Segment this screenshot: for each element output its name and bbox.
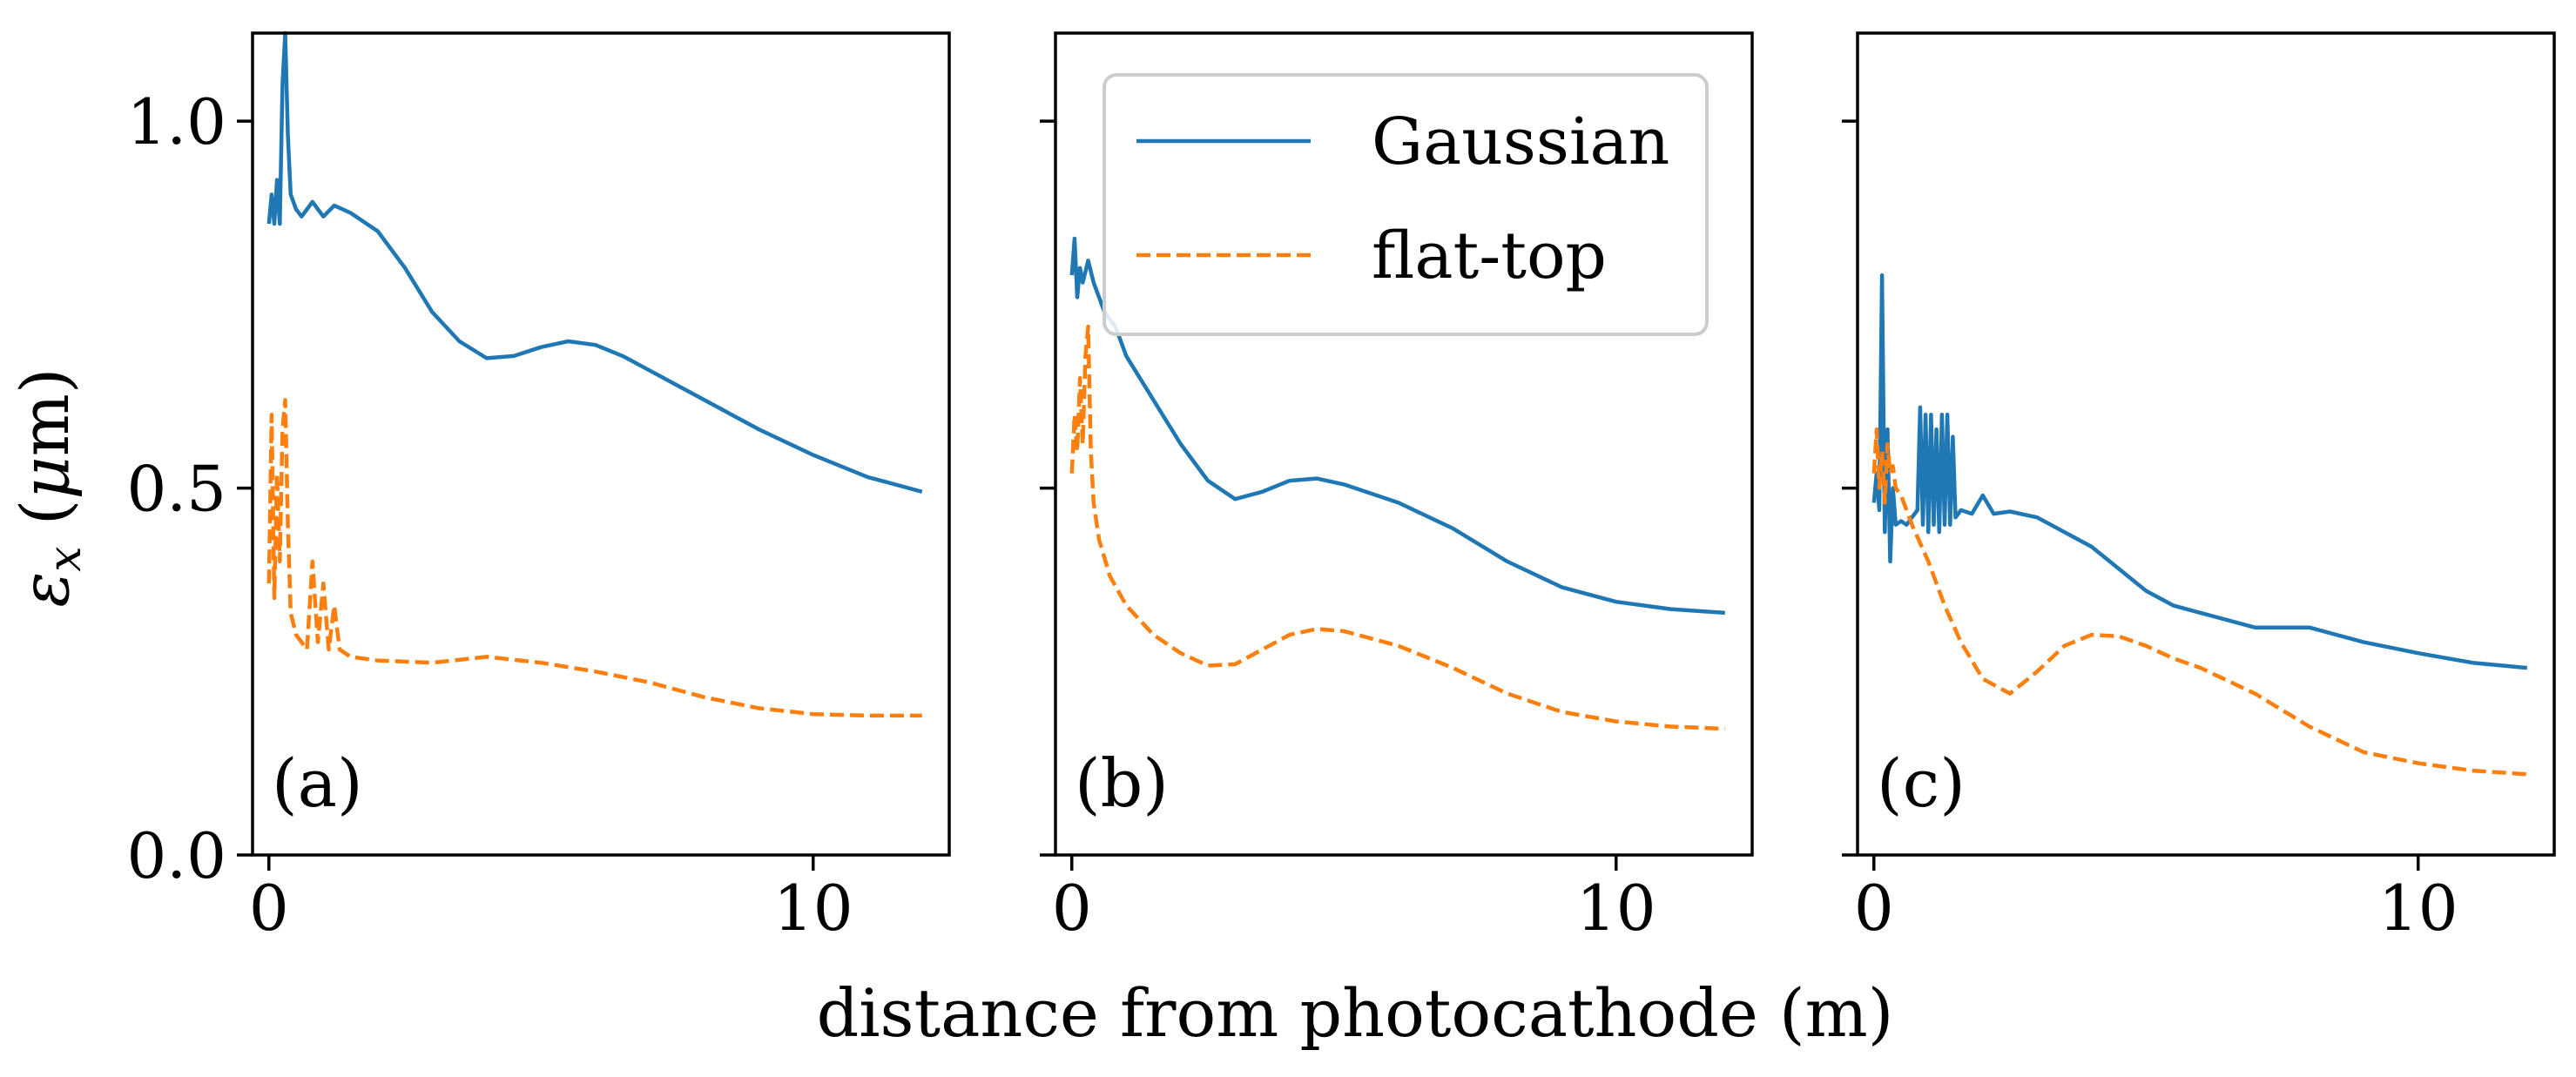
plot-frame [1856,31,2556,857]
series-flat-top-line [1069,324,1725,731]
panel-label: (a) [272,744,363,822]
y-tick-label: 0.0 [126,819,226,892]
x-axis-label: distance from photocathode (m) [817,974,1894,1052]
x-tick-label: 10 [1576,872,1656,945]
y-tick-label: 0.5 [126,453,226,526]
plot-frame [251,31,951,857]
series-gaussian-line [1871,273,2528,670]
legend-label-gaussian: Gaussian [1372,104,1669,179]
series-flat-top-line [1871,427,2527,777]
x-tick-label: 0 [1052,872,1092,945]
panel-2: 0 10 (b) [1040,31,1754,945]
x-tick-label: 0 [1854,872,1894,945]
series-gaussian-line [266,30,923,494]
panel-3: 0 10 (c) [1842,31,2556,945]
panel-label: (b) [1075,744,1169,822]
y-axis-label: εx (μm) [6,367,91,607]
series-flat-top-line [266,398,922,718]
x-tick-label: 10 [773,872,853,945]
panel-label: (c) [1877,744,1966,822]
series-gaussian-line [1069,236,1725,616]
panel-1: 0 10 0.0 0.5 1.0 (a) [126,30,951,945]
legend-label-flat-top: flat-top [1372,219,1607,293]
plot-frame [1054,31,1754,857]
x-tick-label: 0 [249,872,289,945]
x-tick-label: 10 [2378,872,2458,945]
y-tick-label: 1.0 [126,85,226,158]
legend: Gaussian flat-top [1103,73,1709,336]
